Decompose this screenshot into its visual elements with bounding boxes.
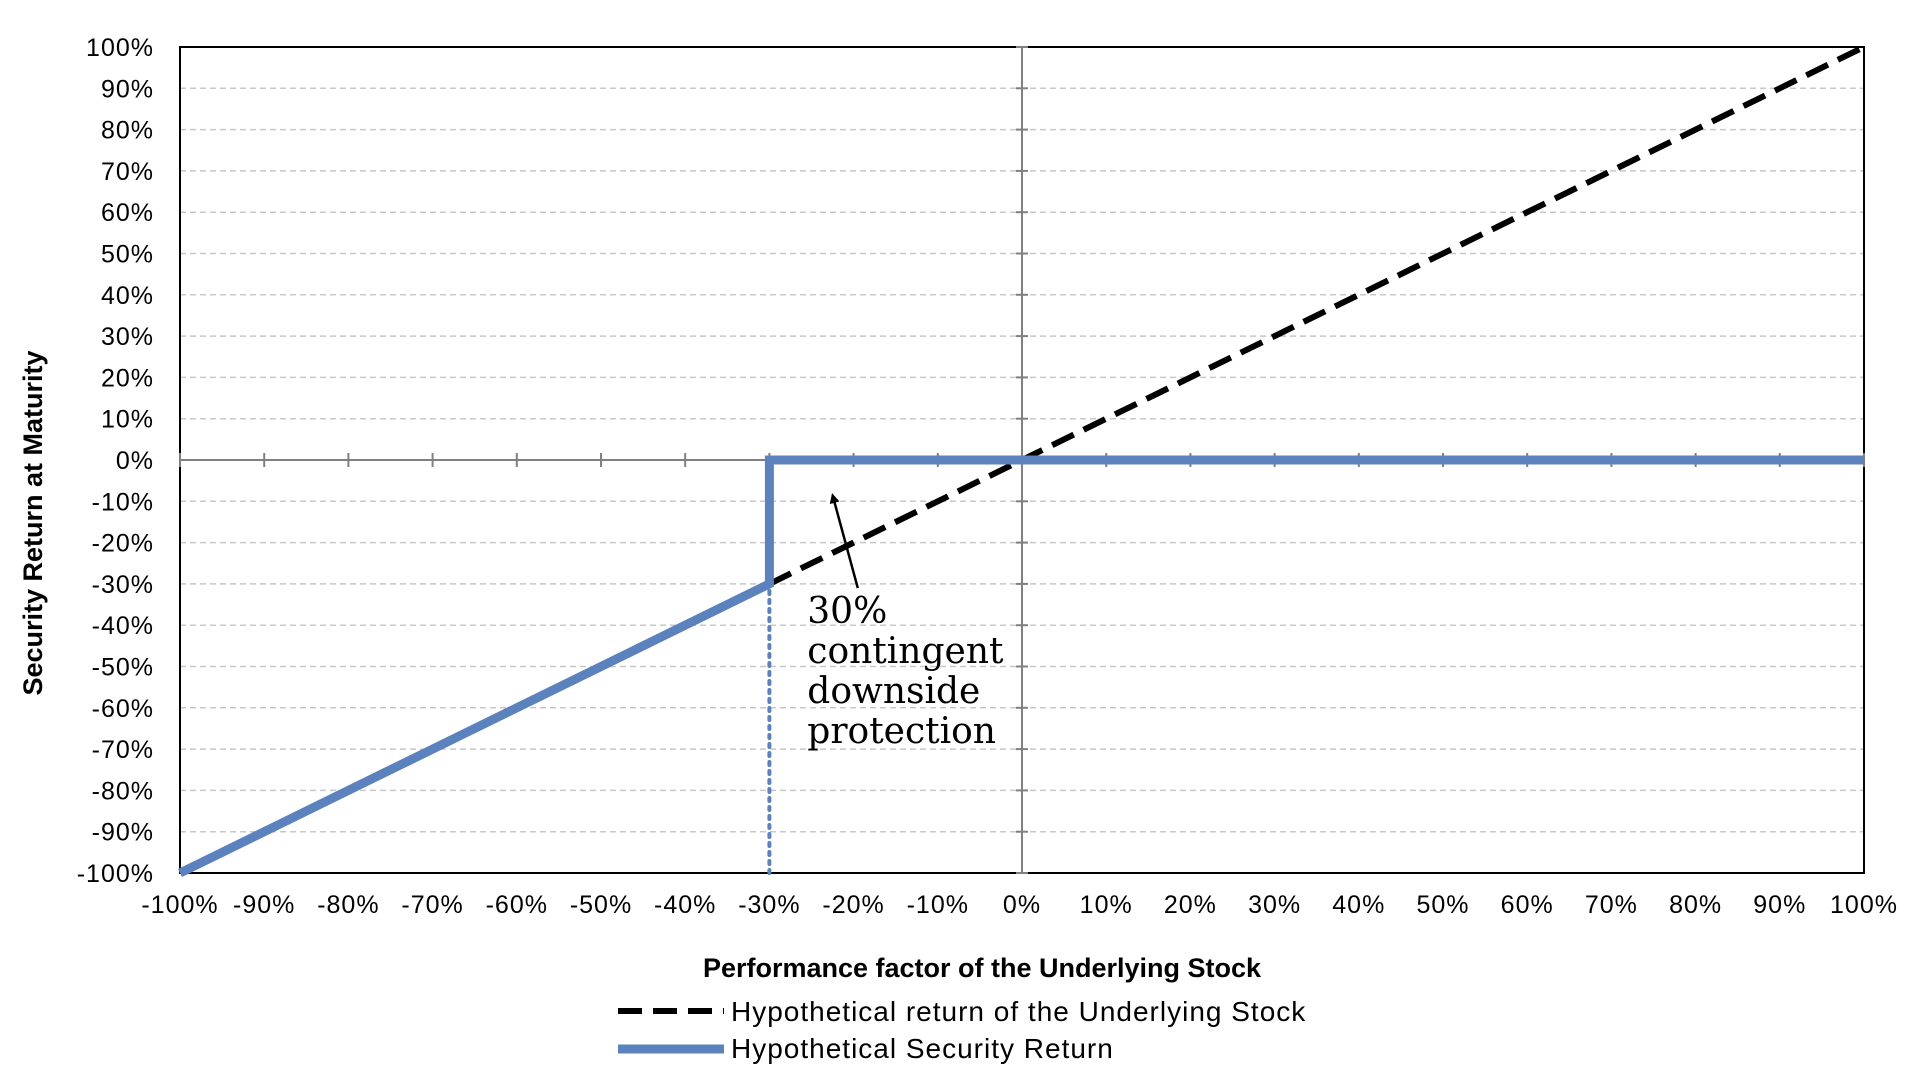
x-tick-label: 20% — [1164, 891, 1217, 919]
x-tick-label: 30% — [1248, 891, 1301, 919]
y-tick-label: -20% — [92, 530, 154, 558]
security-return-line — [178, 455, 1864, 878]
legend-label-stock: Hypothetical return of the Underlying St… — [731, 996, 1306, 1027]
x-tick-label: -70% — [401, 891, 463, 919]
y-axis-title: Security Return at Maturity — [18, 350, 48, 695]
x-tick-label: -20% — [822, 891, 884, 919]
x-tick-labels: -100% -90% -80% -70% -60% -50% -40% -30% -20% -10… — [141, 891, 1898, 919]
y-tick-label: 0% — [116, 447, 154, 475]
legend: Hypothetical return of the Underlying St… — [618, 996, 1306, 1064]
x-tick-label: -10% — [907, 891, 969, 919]
y-tick-label: 20% — [101, 364, 154, 392]
y-tick-label: 70% — [101, 158, 154, 186]
y-tick-label: 30% — [101, 323, 154, 351]
x-tick-label: -80% — [317, 891, 379, 919]
x-tick-label: 10% — [1080, 891, 1133, 919]
x-tick-label: -100% — [141, 891, 218, 919]
annotation-arrow — [829, 493, 860, 589]
y-tick-label: 80% — [101, 117, 154, 145]
y-tick-label: 10% — [101, 406, 154, 434]
x-tick-label: -60% — [486, 891, 548, 919]
x-tick-label: -30% — [738, 891, 800, 919]
y-tick-label: -90% — [92, 819, 154, 847]
annotation-text-line: protection — [807, 711, 996, 752]
y-tick-label: -70% — [92, 736, 154, 764]
x-tick-label: 70% — [1585, 891, 1638, 919]
x-tick-label: 40% — [1332, 891, 1385, 919]
y-tick-label: -30% — [92, 571, 154, 599]
x-tick-label: 0% — [1003, 891, 1041, 919]
y-tick-label: -100% — [77, 860, 154, 888]
underlying-stock-return-line — [768, 44, 1866, 587]
x-tick-label: -90% — [233, 891, 295, 919]
y-tick-label: 40% — [101, 282, 154, 310]
y-tick-label: 50% — [101, 241, 154, 269]
y-tick-label: 100% — [86, 34, 154, 62]
y-tick-label: -60% — [92, 695, 154, 723]
y-tick-label: -80% — [92, 777, 154, 805]
x-tick-label: 90% — [1753, 891, 1806, 919]
annotation-text-line: downside — [807, 671, 980, 712]
x-tick-label: 50% — [1416, 891, 1469, 919]
annotation-text-line: contingent — [807, 631, 1004, 672]
y-tick-label: -40% — [92, 612, 154, 640]
x-tick-label: -50% — [570, 891, 632, 919]
y-tick-label: -50% — [92, 654, 154, 682]
annotation-text-line: 30% — [807, 591, 887, 632]
y-tick-labels: -100% -90% -80% -70% -60% -50% -40% -30% -20% -10… — [77, 34, 154, 888]
y-tick-label: 60% — [101, 199, 154, 227]
x-axis-title: Performance factor of the Underlying Sto… — [703, 953, 1262, 983]
x-tick-label: -40% — [654, 891, 716, 919]
legend-label-security: Hypothetical Security Return — [731, 1033, 1114, 1064]
x-tick-label: 100% — [1830, 891, 1898, 919]
x-tick-label: 60% — [1501, 891, 1554, 919]
x-tick-label: 80% — [1669, 891, 1722, 919]
y-tick-label: -10% — [92, 488, 154, 516]
y-tick-label: 90% — [101, 75, 154, 103]
series-lines — [178, 44, 1866, 878]
